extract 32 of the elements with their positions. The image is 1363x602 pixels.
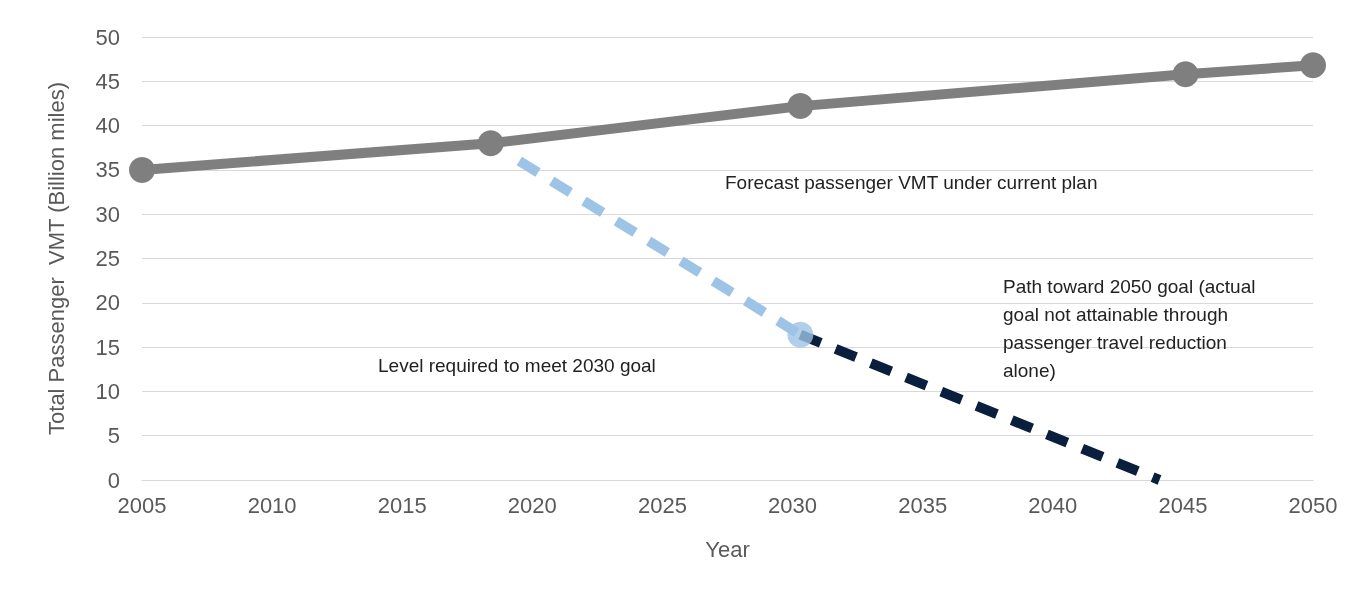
y-tick-label: 20 — [95, 290, 120, 316]
point — [787, 321, 814, 348]
x-tick-label: 2005 — [117, 492, 167, 518]
y-tick-label: 5 — [107, 423, 120, 449]
point — [787, 93, 814, 120]
x-tick-label: 2025 — [637, 492, 687, 518]
x-tick-label: 2020 — [507, 492, 557, 518]
y-tick-label: 35 — [95, 157, 120, 183]
annotation: Path toward 2050 goal (actual goal not attainable through passenger travel reduction alone) — [1003, 275, 1261, 381]
y-tick-label: 30 — [95, 201, 120, 227]
y-tick-label: 40 — [95, 113, 120, 139]
point — [1172, 61, 1199, 88]
x-tick-label: 2010 — [247, 492, 297, 518]
annotation: Level required to meet 2030 goal — [378, 354, 656, 376]
point — [477, 130, 504, 157]
y-tick-label: 10 — [95, 378, 120, 404]
x-axis-title: Year — [705, 536, 750, 562]
x-tick-label: 2015 — [377, 492, 427, 518]
y-tick-label: 45 — [95, 68, 120, 94]
y-tick-label: 50 — [95, 24, 120, 50]
y-axis-title: Total Passenger VMT (Billion miles) — [43, 82, 69, 435]
y-tick-label: 25 — [95, 246, 120, 271]
y-tick-label: 15 — [95, 334, 120, 360]
point — [129, 156, 155, 183]
x-tick-label: 2030 — [768, 492, 818, 518]
x-tick-label: 2040 — [1028, 492, 1078, 518]
x-tick-label: 2035 — [898, 492, 948, 518]
y-tick-label: 0 — [107, 467, 120, 493]
x-tick-label: 2045 — [1158, 492, 1208, 518]
point — [1300, 52, 1326, 79]
x-tick-label: 2050 — [1288, 492, 1338, 518]
annotation: Forecast passenger VMT under current plan — [725, 171, 1098, 193]
